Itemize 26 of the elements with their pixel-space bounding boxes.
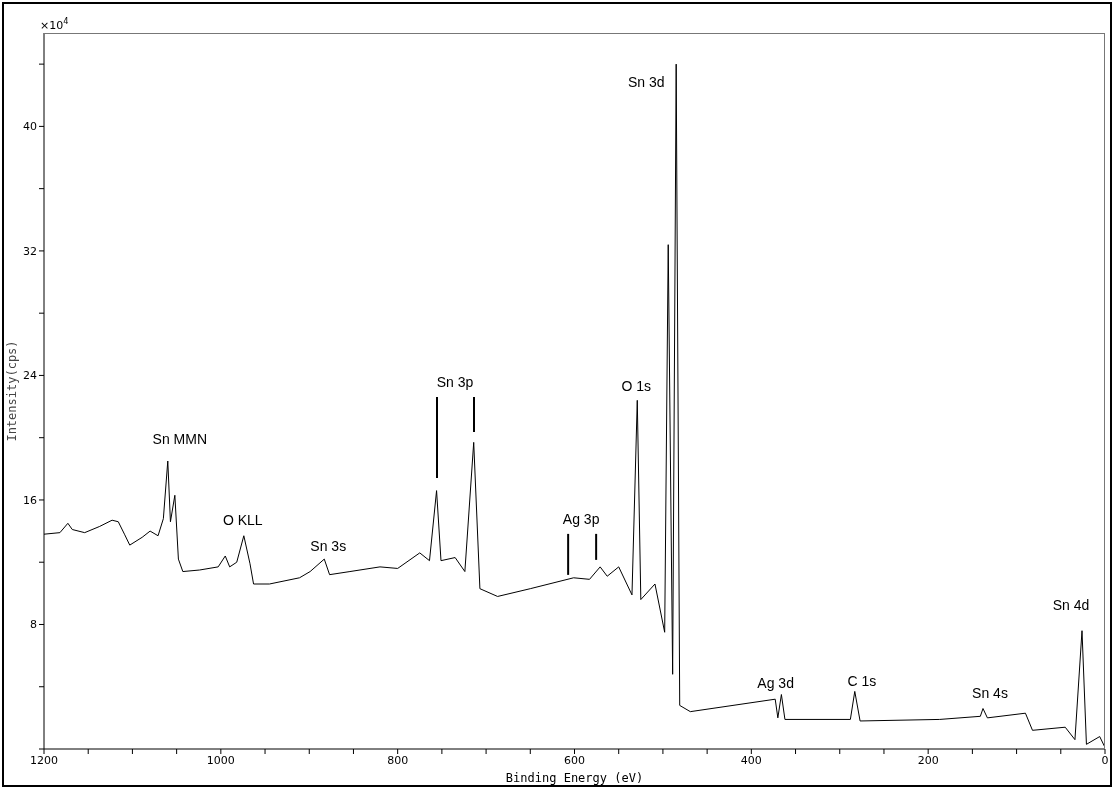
annotation: Sn 3p [436, 374, 474, 390]
annotation: Ag 3d [757, 674, 794, 691]
x-tick-label: 400 [740, 753, 762, 767]
y-tick-label: 32 [23, 244, 37, 258]
x-axis-title: Binding Energy (eV) [505, 771, 644, 785]
annotation: Sn 3d [627, 74, 665, 91]
y-tick-label: 40 [23, 120, 37, 134]
annotation: Sn 3s [310, 538, 347, 555]
annotation: Sn 4s [972, 684, 1008, 701]
annotation: Sn MMN [152, 431, 208, 448]
y-axis-title: Intensity(cps) [5, 340, 19, 442]
y-tick-label: 24 [23, 369, 37, 383]
x-tick-label: 600 [564, 753, 585, 767]
annotation: Ag 3p [562, 510, 600, 527]
x-tick-label: 0 [1101, 753, 1109, 767]
text: ×10$^{4}$ [40, 16, 69, 32]
y-tick-label: 8 [30, 618, 37, 632]
x-tick-label: 200 [917, 753, 939, 767]
annotation: Sn 4d [1052, 596, 1090, 613]
x-tick-label: 1200 [30, 753, 58, 767]
x-tick-label: 800 [387, 753, 409, 767]
annotation: O KLL [222, 511, 263, 528]
annotation: C 1s [847, 673, 877, 690]
y-tick-label: 16 [23, 493, 37, 507]
annotation: O 1s [621, 378, 652, 395]
x-tick-label: 1000 [206, 753, 235, 767]
